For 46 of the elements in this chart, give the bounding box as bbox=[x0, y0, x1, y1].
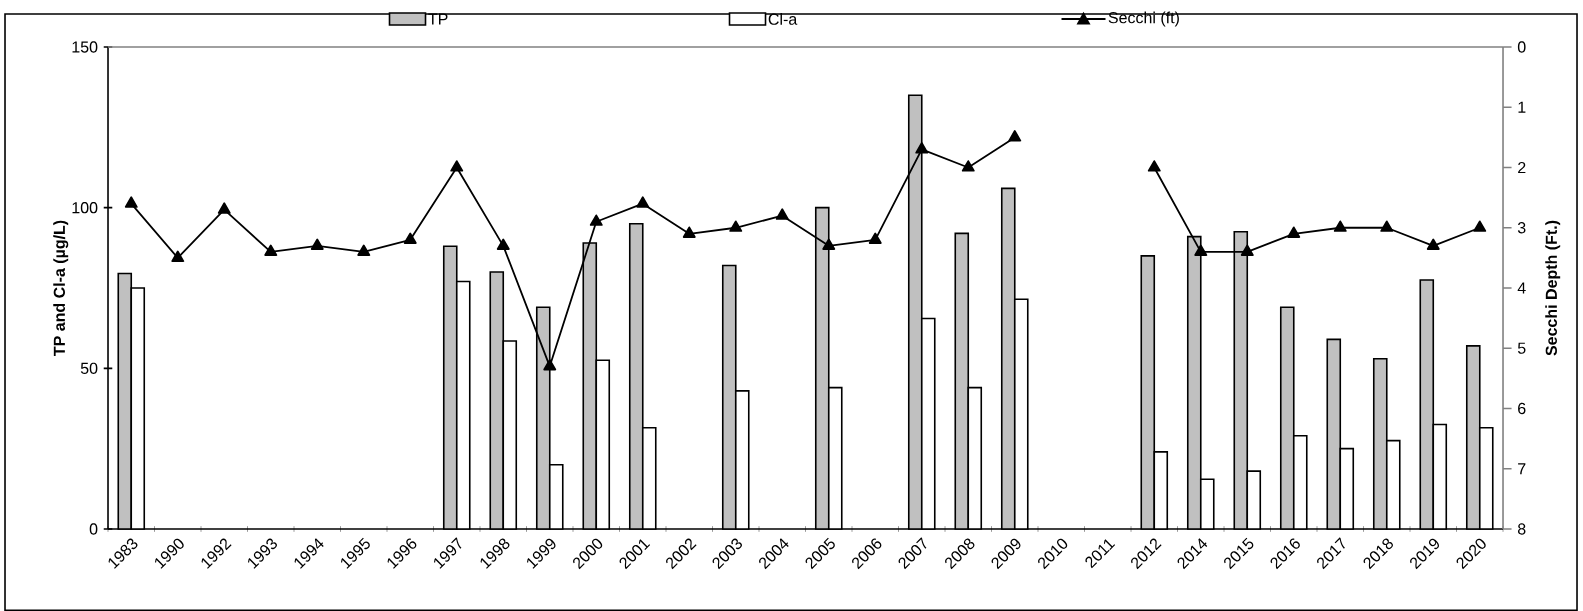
point bbox=[357, 244, 371, 256]
y-tick-label: 150 bbox=[72, 41, 98, 53]
point bbox=[915, 142, 929, 154]
point bbox=[589, 214, 603, 226]
y2-tick-label: 0 bbox=[1517, 41, 1526, 53]
point bbox=[1380, 220, 1394, 232]
y2-axis-title: Secchi Depth (Ft.) bbox=[1545, 220, 1561, 356]
point bbox=[1473, 220, 1487, 232]
y2-tick-label: 7 bbox=[1518, 463, 1526, 475]
point bbox=[1194, 244, 1208, 256]
point bbox=[775, 208, 789, 220]
point bbox=[264, 244, 278, 256]
point bbox=[450, 160, 464, 172]
point bbox=[1240, 244, 1254, 256]
point bbox=[822, 238, 836, 250]
y-tick-label: 50 bbox=[80, 362, 98, 374]
y2-tick-label: 2 bbox=[1518, 161, 1526, 174]
point bbox=[1333, 220, 1347, 232]
point bbox=[124, 196, 138, 208]
point bbox=[543, 359, 557, 371]
point bbox=[868, 232, 882, 244]
point bbox=[1287, 226, 1301, 238]
legend-label: Cl-a bbox=[768, 13, 798, 25]
point bbox=[1147, 160, 1161, 172]
y-axis-title: TP and Cl-a (µg/L) bbox=[53, 220, 69, 356]
point bbox=[961, 160, 975, 172]
point bbox=[1426, 238, 1440, 250]
point bbox=[171, 250, 185, 262]
point bbox=[496, 238, 510, 250]
y2-tick-label: 5 bbox=[1517, 342, 1526, 354]
point bbox=[1008, 130, 1022, 142]
point bbox=[729, 220, 743, 232]
y2-tick-label: 1 bbox=[1518, 101, 1526, 113]
point bbox=[310, 238, 324, 250]
legend-label: TP bbox=[428, 13, 448, 25]
point bbox=[682, 226, 696, 238]
y2-tick-label: 4 bbox=[1517, 282, 1526, 294]
point bbox=[217, 202, 231, 214]
point bbox=[403, 232, 417, 244]
y2-tick-label: 8 bbox=[1517, 523, 1526, 535]
y-tick-label: 0 bbox=[89, 523, 98, 535]
legend-label: Secchi (ft) bbox=[1108, 11, 1179, 27]
y2-tick-label: 3 bbox=[1517, 222, 1526, 234]
point bbox=[636, 196, 650, 208]
y2-tick-label: 6 bbox=[1518, 402, 1526, 415]
y-tick-label: 100 bbox=[72, 202, 98, 214]
